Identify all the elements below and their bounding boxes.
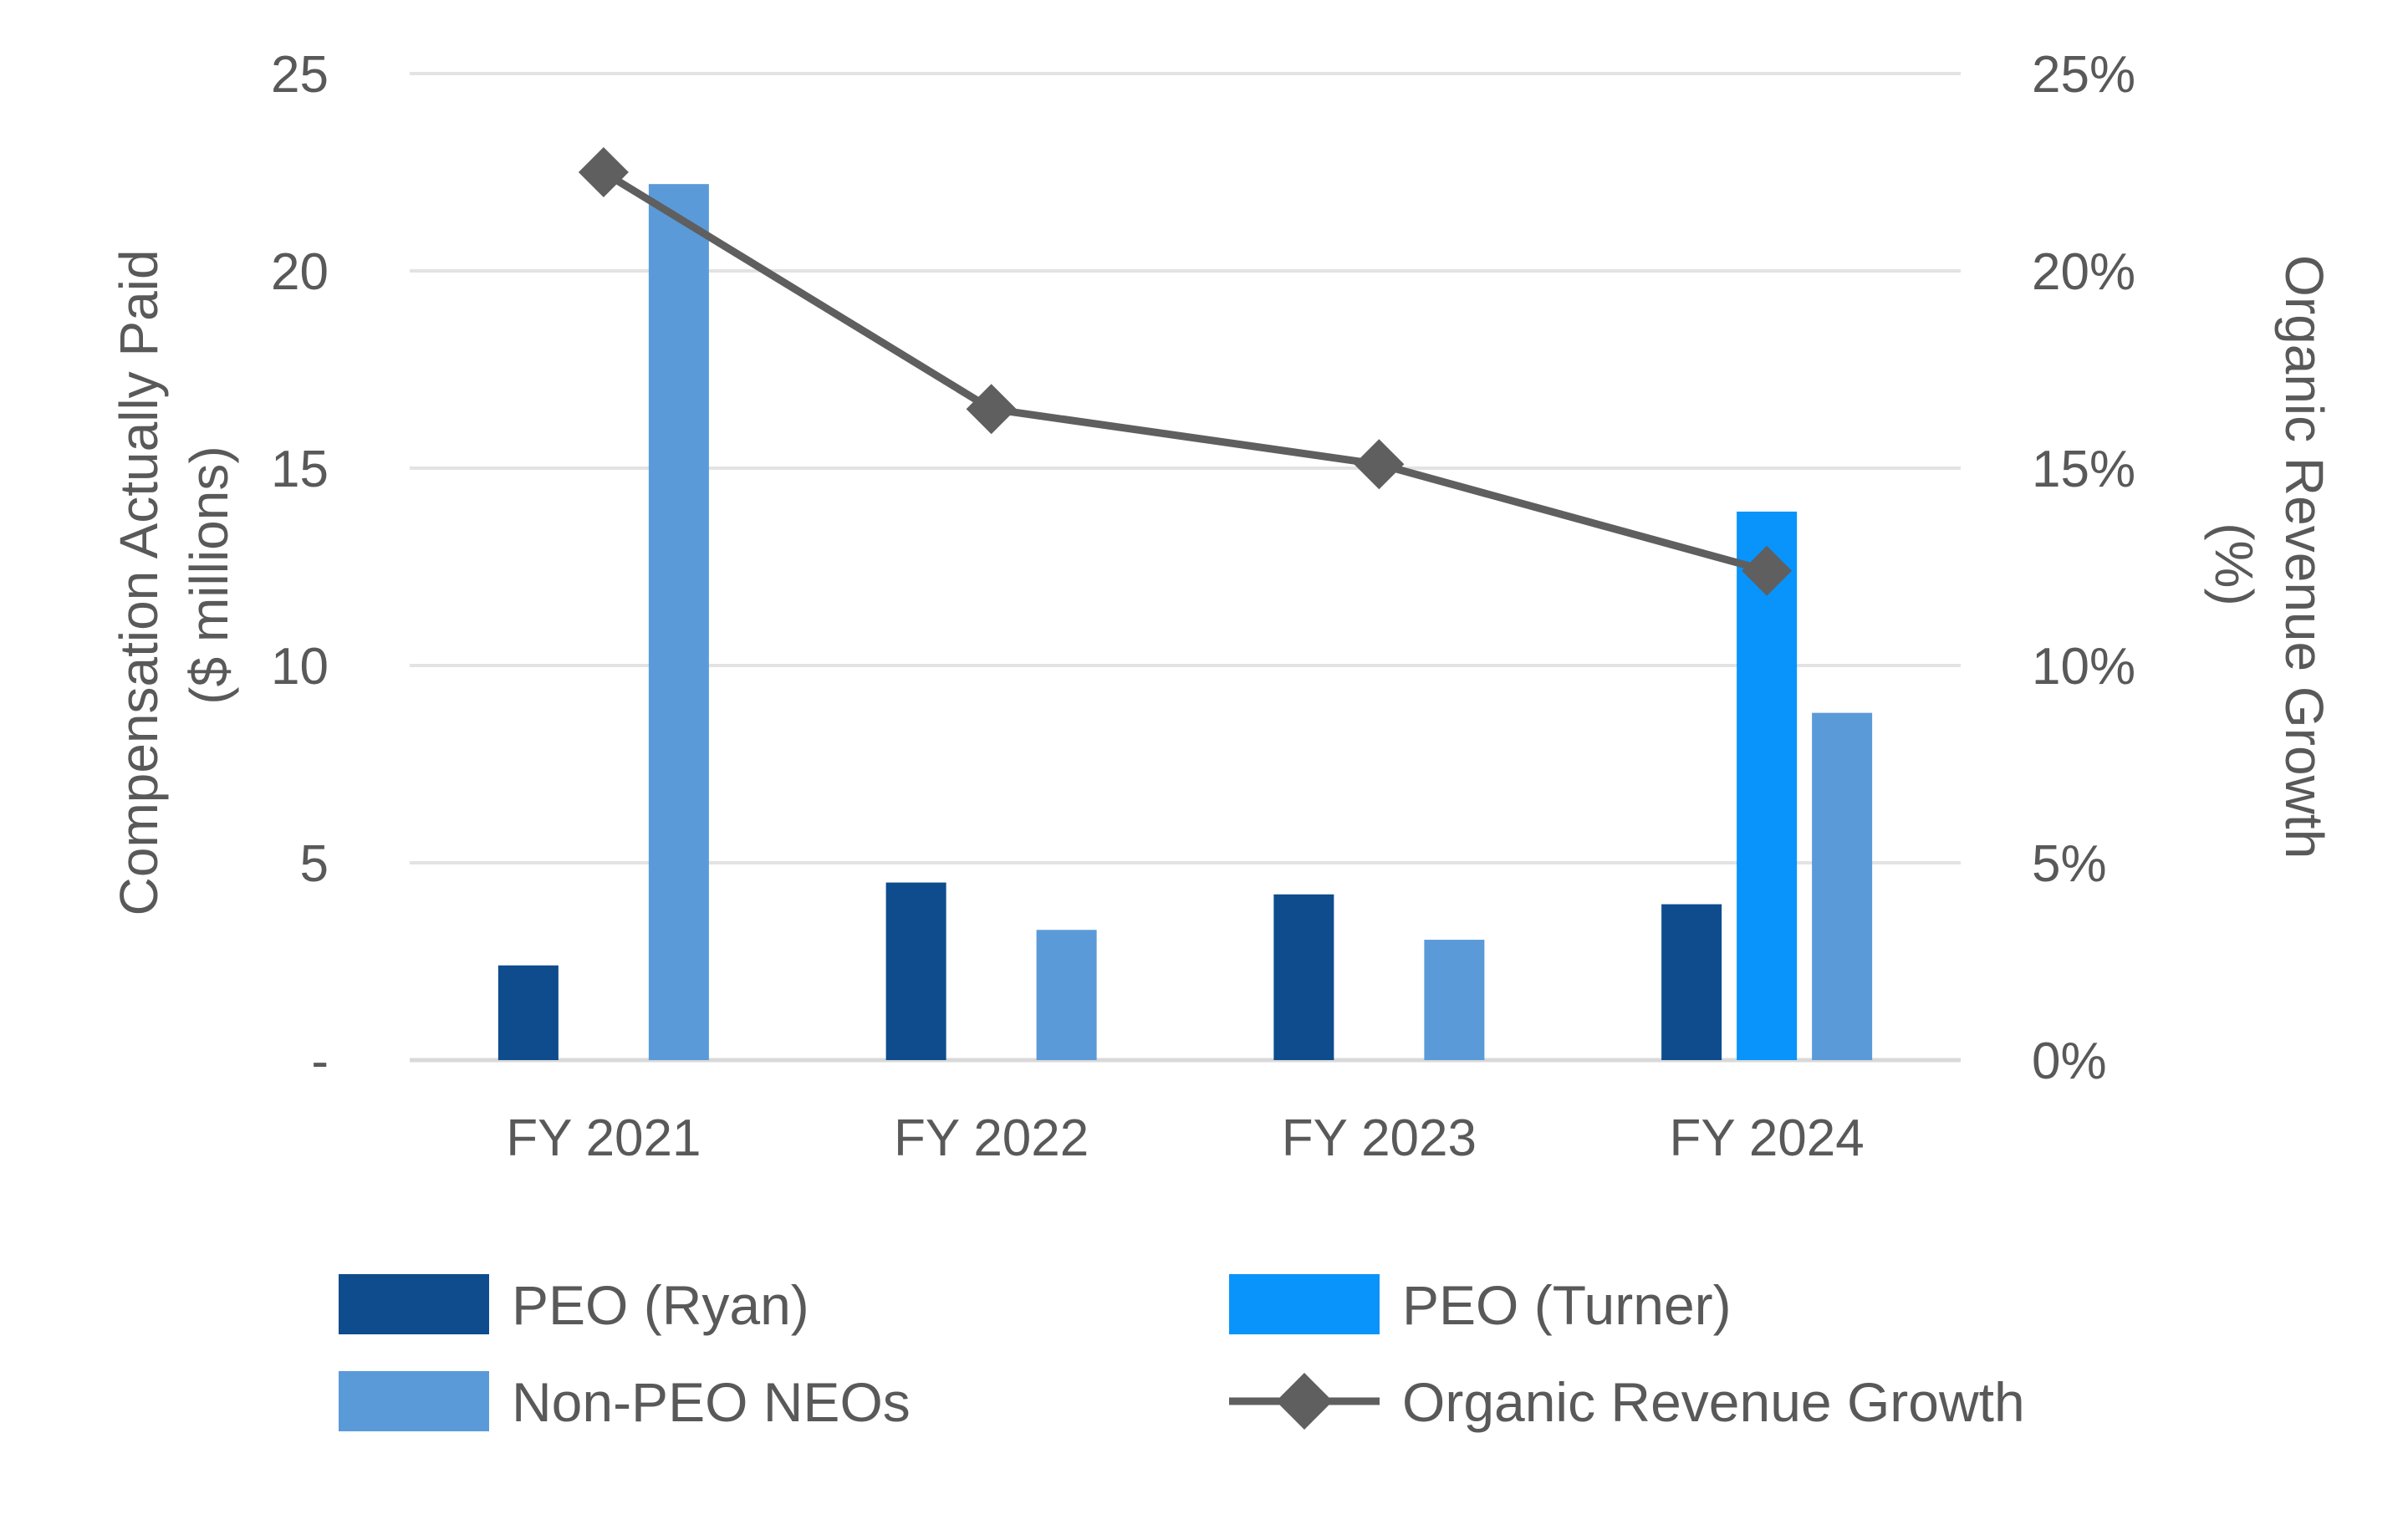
legend-label-non-peo-neos: Non-PEO NEOs — [512, 1371, 911, 1433]
bar-non-peo-neos-fy-2024 — [1812, 712, 1873, 1060]
bar-peo-ryan-fy-2021 — [497, 965, 559, 1060]
right-tick-label: 5% — [2032, 835, 2107, 893]
left-tick-label: 15 — [271, 441, 329, 498]
growth-line — [578, 147, 1793, 596]
right-tick-label: 0% — [2032, 1033, 2107, 1090]
x-tick-label: FY 2024 — [1669, 1109, 1864, 1167]
right-axis-title: Organic Revenue Growth (%) — [2204, 255, 2334, 874]
legend-swatch-peo-ryan — [339, 1274, 489, 1334]
left-tick-label: 10 — [271, 638, 329, 696]
x-tick-label: FY 2021 — [506, 1109, 701, 1167]
x-axis-ticks: FY 2021 FY 2022 FY 2023 FY 2024 — [506, 1109, 1865, 1167]
bar-non-peo-neos-fy-2021 — [648, 184, 709, 1060]
left-tick-label: 5 — [300, 835, 329, 893]
legend: PEO (Ryan) PEO (Turner) Non-PEO NEOs Org… — [339, 1274, 2025, 1433]
bar-non-peo-neos-fy-2023 — [1424, 940, 1485, 1060]
left-tick-label: 20 — [271, 243, 329, 301]
right-tick-label: 10% — [2032, 638, 2135, 696]
growth-marker-fy-2022 — [966, 384, 1017, 435]
bar-peo-ryan-fy-2022 — [885, 882, 946, 1060]
right-axis-ticks: 0% 5% 10% 15% 20% 25% — [2032, 46, 2135, 1090]
left-axis-ticks: - 5 10 15 20 25 — [271, 46, 329, 1090]
legend-label-peo-turner: PEO (Turner) — [1402, 1274, 1732, 1336]
bar-peo-turner-fy-2024 — [1737, 511, 1798, 1060]
left-tick-label: 25 — [271, 46, 329, 104]
left-axis-title: Compensation Actually Paid ($ millions) — [109, 235, 239, 916]
legend-swatch-peo-turner — [1229, 1274, 1380, 1334]
legend-label-organic-growth: Organic Revenue Growth — [1402, 1371, 2025, 1433]
x-tick-label: FY 2023 — [1282, 1109, 1477, 1167]
bar-non-peo-neos-fy-2022 — [1036, 930, 1097, 1060]
bar-peo-ryan-fy-2024 — [1661, 904, 1722, 1060]
legend-swatch-non-peo-neos — [339, 1371, 489, 1431]
growth-marker-fy-2023 — [1354, 439, 1405, 490]
legend-marker-diamond — [1276, 1373, 1333, 1430]
organic-growth-line — [601, 169, 1768, 575]
left-tick-label: - — [311, 1033, 329, 1090]
right-tick-label: 20% — [2032, 243, 2135, 301]
growth-marker-fy-2021 — [578, 147, 629, 197]
right-tick-label: 25% — [2032, 46, 2135, 104]
x-tick-label: FY 2022 — [894, 1109, 1089, 1167]
legend-label-peo-ryan: PEO (Ryan) — [512, 1274, 809, 1336]
bars — [497, 184, 1873, 1060]
right-tick-label: 15% — [2032, 441, 2135, 498]
growth-marker-fy-2024 — [1742, 545, 1793, 596]
bar-peo-ryan-fy-2023 — [1273, 894, 1334, 1060]
gridlines — [410, 72, 1961, 1063]
